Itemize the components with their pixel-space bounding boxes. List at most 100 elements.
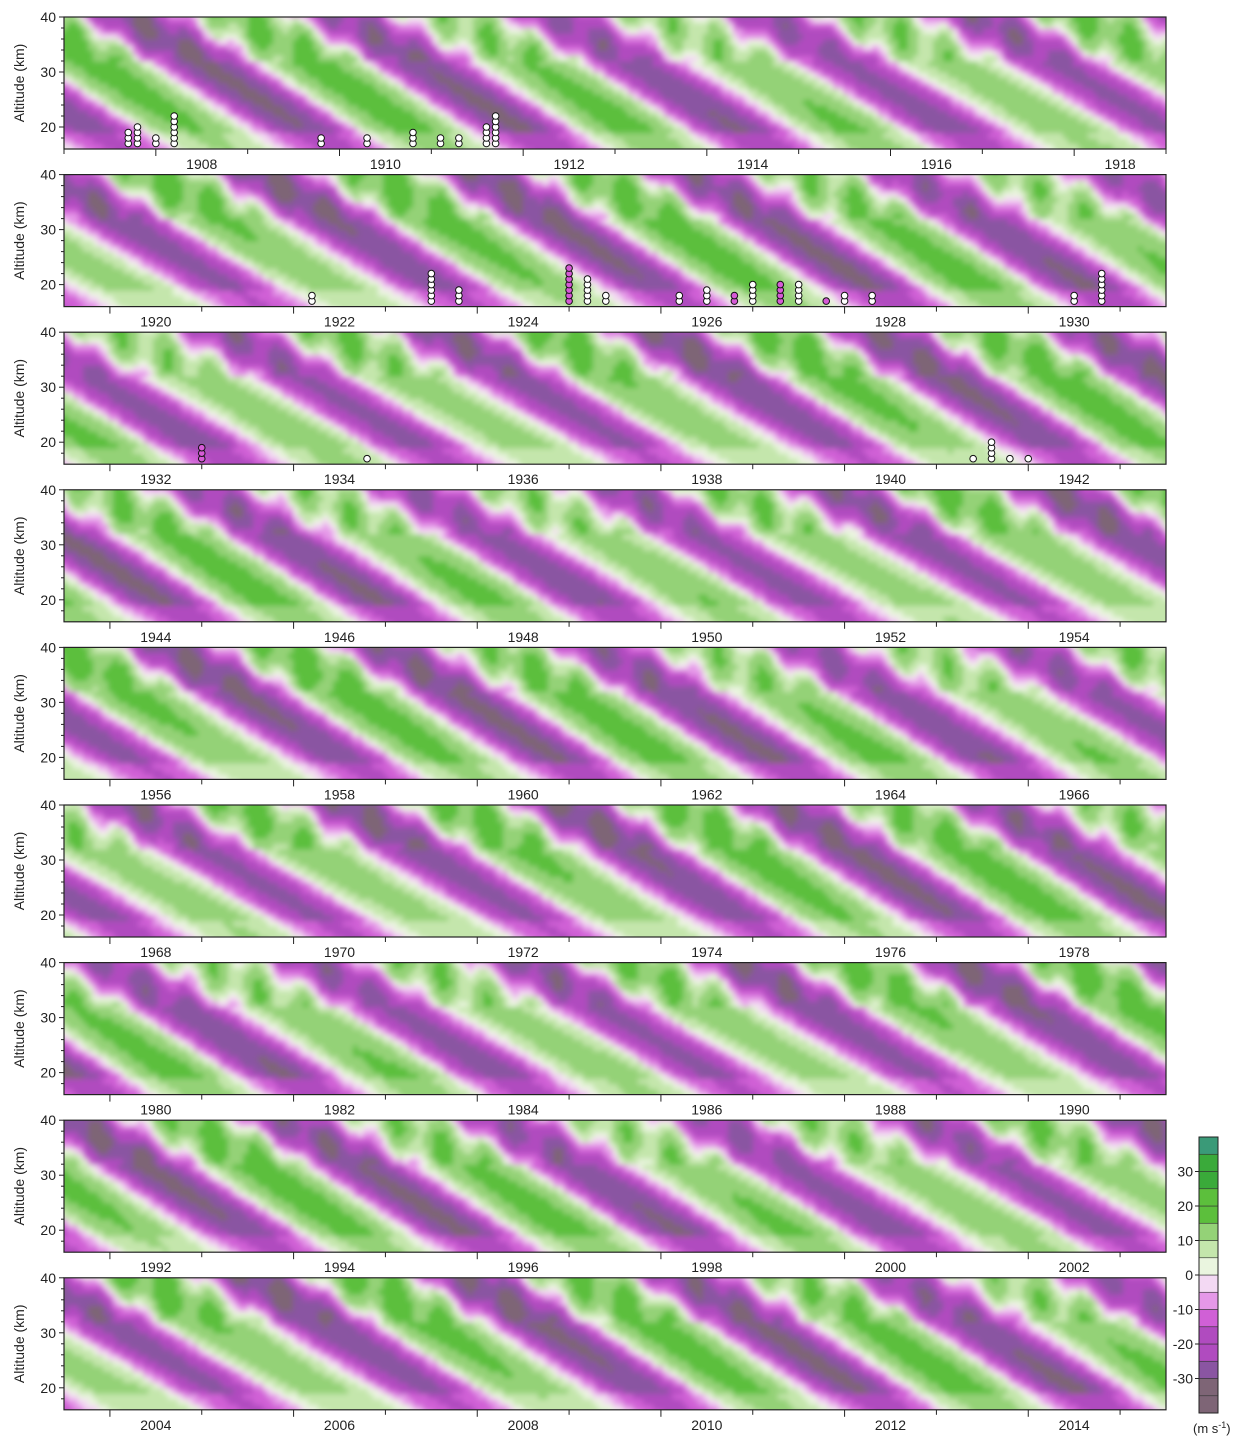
- x-tick-label: 1938: [691, 471, 722, 487]
- observation-marker: [1006, 454, 1014, 463]
- observation-marker: [969, 454, 977, 463]
- x-tick-label: 1984: [508, 1102, 539, 1118]
- y-tick-label: 30: [40, 694, 56, 710]
- y-axis-label: Altitude (km): [11, 1147, 27, 1226]
- colorbar-tick-label: 20: [1177, 1198, 1193, 1214]
- x-tick-label: 1952: [875, 629, 906, 645]
- y-tick-label: 20: [40, 119, 56, 135]
- panel-0: 20 30 40 Altitude (km) 1908 1910 1912 1914 1916 1…: [11, 9, 1167, 172]
- x-tick-label: 1990: [1059, 1102, 1090, 1118]
- x-tick-label: 1916: [921, 156, 952, 172]
- y-tick-label: 20: [40, 592, 56, 608]
- y-tick-label: 30: [40, 222, 56, 238]
- x-tick-label: 1924: [508, 314, 539, 330]
- panel-4: 20 30 40 Altitude (km) 1956 1958 1960 1962 1964 1…: [11, 639, 1167, 802]
- wind-field: [64, 1277, 1166, 1410]
- panel-1: 20 30 40 Altitude (km) 1920 1922 1924 1926 1928 1…: [11, 167, 1167, 330]
- y-axis-label: Altitude (km): [11, 201, 27, 280]
- colorbar-swatch: [1198, 1240, 1219, 1259]
- y-axis-label: Altitude (km): [11, 517, 27, 596]
- observation-marker: [822, 297, 831, 305]
- observation-marker: [675, 291, 684, 300]
- x-tick-label: 2004: [140, 1417, 171, 1433]
- y-tick-label: 30: [40, 852, 56, 868]
- y-tick-label: 40: [40, 797, 56, 813]
- colorbar-swatch: [1198, 1136, 1219, 1155]
- wind-field: [64, 1120, 1166, 1253]
- observation-marker: [482, 123, 491, 131]
- colorbar-tick-label: 10: [1177, 1233, 1193, 1249]
- y-tick-label: 40: [40, 1270, 56, 1286]
- x-tick-label: 1996: [508, 1259, 539, 1275]
- colorbar-swatch: [1198, 1205, 1219, 1224]
- observation-marker: [794, 280, 803, 289]
- x-tick-label: 1958: [324, 786, 355, 802]
- observation-marker: [197, 443, 206, 452]
- observation-marker: [363, 454, 371, 463]
- x-tick-label: 2012: [875, 1417, 906, 1433]
- y-axis-label: Altitude (km): [11, 1305, 27, 1384]
- y-tick-label: 40: [40, 9, 56, 25]
- colorbar-swatch: [1198, 1360, 1219, 1379]
- y-tick-label: 40: [40, 167, 56, 183]
- observation-marker: [133, 123, 142, 131]
- x-tick-label: 1920: [140, 314, 171, 330]
- x-tick-label: 1956: [140, 786, 171, 802]
- panel-6: 20 30 40 Altitude (km) 1980 1982 1984 1986 1988 1…: [11, 955, 1167, 1118]
- colorbar-swatch: [1198, 1326, 1219, 1345]
- observation-marker: [427, 269, 436, 278]
- colorbar-tick-label: 30: [1177, 1164, 1193, 1180]
- y-tick-label: 30: [40, 1325, 56, 1341]
- y-tick-label: 30: [40, 379, 56, 395]
- colorbar-swatch: [1198, 1343, 1219, 1362]
- y-axis-label: Altitude (km): [11, 832, 27, 911]
- y-tick-label: 20: [40, 749, 56, 765]
- x-tick-label: 1942: [1059, 471, 1090, 487]
- wind-field: [64, 647, 1166, 780]
- x-tick-label: 2006: [324, 1417, 355, 1433]
- x-tick-label: 1962: [691, 786, 722, 802]
- observation-marker: [152, 134, 160, 142]
- x-tick-label: 1946: [324, 629, 355, 645]
- wind-field: [64, 805, 1166, 937]
- colorbar-tick-label: 0: [1185, 1267, 1193, 1283]
- x-tick-label: 2002: [1059, 1259, 1090, 1275]
- colorbar: 30 20 10 0 -10 -20 -30 (m s-1): [1173, 1136, 1231, 1436]
- colorbar-unit-label: (m s-1): [1193, 1420, 1231, 1436]
- observation-marker: [1097, 269, 1106, 278]
- observation-marker: [491, 112, 500, 120]
- colorbar-swatch: [1198, 1291, 1219, 1310]
- x-tick-label: 1976: [875, 944, 906, 960]
- x-tick-label: 2010: [691, 1417, 722, 1433]
- x-tick-label: 1970: [324, 944, 355, 960]
- colorbar-swatch: [1198, 1188, 1219, 1207]
- x-tick-label: 2008: [508, 1417, 539, 1433]
- x-tick-label: 1914: [737, 156, 768, 172]
- y-tick-label: 40: [40, 639, 56, 655]
- y-tick-label: 40: [40, 482, 56, 498]
- colorbar-swatch: [1198, 1257, 1219, 1276]
- x-tick-label: 1940: [875, 471, 906, 487]
- x-tick-label: 1954: [1059, 629, 1090, 645]
- x-tick-label: 1986: [691, 1102, 722, 1118]
- observation-marker: [987, 438, 996, 447]
- y-tick-label: 30: [40, 1010, 56, 1026]
- x-tick-label: 1966: [1059, 786, 1090, 802]
- wind-field: [64, 17, 1166, 149]
- x-tick-label: 1912: [554, 156, 585, 172]
- y-axis-label: Altitude (km): [11, 359, 27, 438]
- x-tick-label: 1922: [324, 314, 355, 330]
- x-tick-label: 1936: [508, 471, 539, 487]
- observation-marker: [748, 280, 757, 289]
- x-tick-label: 1950: [691, 629, 722, 645]
- observation-marker: [1024, 454, 1033, 463]
- observation-marker: [730, 291, 739, 300]
- panel-7: 20 30 40 Altitude (km) 1992 1994 1996 1998 2000 2…: [11, 1112, 1167, 1275]
- y-axis-label: Altitude (km): [11, 989, 27, 1068]
- panel-3: 20 30 40 Altitude (km) 1944 1946 1948 1950 1952 1…: [11, 482, 1167, 645]
- x-tick-label: 1998: [691, 1259, 722, 1275]
- y-tick-label: 30: [40, 64, 56, 80]
- observation-marker: [409, 128, 417, 137]
- colorbar-tick-label: -30: [1173, 1371, 1193, 1387]
- x-tick-label: 1978: [1059, 944, 1090, 960]
